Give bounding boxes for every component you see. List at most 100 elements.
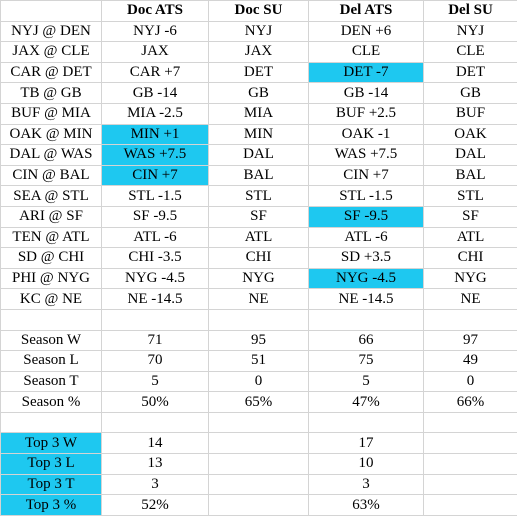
game-cell[interactable]: DAL @ WAS <box>1 145 102 166</box>
del-su-cell[interactable]: BAL <box>424 165 517 186</box>
header-cell-del-ats[interactable]: Del ATS <box>309 1 424 22</box>
top3-label-cell-highlighted[interactable]: Top 3 T <box>1 474 102 495</box>
del-ats-cell[interactable]: DEN +6 <box>309 21 424 42</box>
del-ats-cell[interactable]: NE -14.5 <box>309 289 424 310</box>
doc-ats-cell[interactable]: CAR +7 <box>102 62 209 83</box>
doc-su-cell[interactable]: NYG <box>209 268 309 289</box>
doc-ats-cell[interactable]: MIA -2.5 <box>102 103 209 124</box>
del-ats-cell[interactable]: SD +3.5 <box>309 248 424 269</box>
doc-su-cell[interactable]: NE <box>209 289 309 310</box>
del-su-cell[interactable]: NE <box>424 289 517 310</box>
del-su-cell[interactable] <box>424 454 517 475</box>
doc-ats-cell[interactable]: 14 <box>102 433 209 454</box>
doc-su-cell[interactable]: 95 <box>209 330 309 351</box>
doc-su-cell[interactable]: MIN <box>209 124 309 145</box>
header-cell-doc-ats[interactable]: Doc ATS <box>102 1 209 22</box>
game-cell[interactable]: BUF @ MIA <box>1 103 102 124</box>
doc-ats-cell[interactable]: 70 <box>102 351 209 372</box>
del-ats-cell-highlighted[interactable]: NYG -4.5 <box>309 268 424 289</box>
game-cell[interactable]: KC @ NE <box>1 289 102 310</box>
doc-su-cell[interactable]: NYJ <box>209 21 309 42</box>
game-cell[interactable]: SD @ CHI <box>1 248 102 269</box>
doc-su-cell[interactable] <box>209 474 309 495</box>
del-ats-cell[interactable]: STL -1.5 <box>309 186 424 207</box>
doc-ats-cell[interactable]: 50% <box>102 392 209 413</box>
del-su-cell[interactable]: NYJ <box>424 21 517 42</box>
empty-cell[interactable] <box>1 412 102 433</box>
del-ats-cell[interactable]: GB -14 <box>309 83 424 104</box>
top3-label-cell-highlighted[interactable]: Top 3 L <box>1 454 102 475</box>
del-su-cell[interactable]: ATL <box>424 227 517 248</box>
empty-cell[interactable] <box>209 412 309 433</box>
game-cell[interactable]: ARI @ SF <box>1 206 102 227</box>
empty-cell[interactable] <box>1 309 102 330</box>
doc-ats-cell[interactable]: CHI -3.5 <box>102 248 209 269</box>
doc-su-cell[interactable]: DET <box>209 62 309 83</box>
header-cell-del-su[interactable]: Del SU <box>424 1 517 22</box>
game-cell[interactable]: PHI @ NYG <box>1 268 102 289</box>
del-su-cell[interactable]: CLE <box>424 42 517 63</box>
header-cell-doc-su[interactable]: Doc SU <box>209 1 309 22</box>
del-ats-cell[interactable]: WAS +7.5 <box>309 145 424 166</box>
doc-su-cell[interactable]: BAL <box>209 165 309 186</box>
doc-ats-cell[interactable]: NYJ -6 <box>102 21 209 42</box>
doc-su-cell[interactable]: GB <box>209 83 309 104</box>
del-su-cell[interactable]: STL <box>424 186 517 207</box>
empty-cell[interactable] <box>209 309 309 330</box>
del-ats-cell[interactable]: ATL -6 <box>309 227 424 248</box>
game-cell[interactable]: SEA @ STL <box>1 186 102 207</box>
del-ats-cell[interactable]: 3 <box>309 474 424 495</box>
doc-su-cell[interactable]: JAX <box>209 42 309 63</box>
del-su-cell[interactable]: 97 <box>424 330 517 351</box>
doc-ats-cell[interactable]: GB -14 <box>102 83 209 104</box>
del-ats-cell-highlighted[interactable]: SF -9.5 <box>309 206 424 227</box>
game-cell[interactable]: TB @ GB <box>1 83 102 104</box>
del-ats-cell[interactable]: OAK -1 <box>309 124 424 145</box>
del-su-cell[interactable]: DAL <box>424 145 517 166</box>
doc-su-cell[interactable]: MIA <box>209 103 309 124</box>
season-label-cell[interactable]: Season T <box>1 371 102 392</box>
header-cell-game[interactable] <box>1 1 102 22</box>
doc-ats-cell[interactable]: STL -1.5 <box>102 186 209 207</box>
season-label-cell[interactable]: Season W <box>1 330 102 351</box>
empty-cell[interactable] <box>424 412 517 433</box>
doc-su-cell[interactable]: 65% <box>209 392 309 413</box>
del-ats-cell[interactable]: 75 <box>309 351 424 372</box>
del-su-cell[interactable]: GB <box>424 83 517 104</box>
del-su-cell[interactable]: DET <box>424 62 517 83</box>
del-ats-cell[interactable]: 66 <box>309 330 424 351</box>
doc-ats-cell-highlighted[interactable]: WAS +7.5 <box>102 145 209 166</box>
doc-ats-cell-highlighted[interactable]: CIN +7 <box>102 165 209 186</box>
del-su-cell[interactable]: 49 <box>424 351 517 372</box>
game-cell[interactable]: JAX @ CLE <box>1 42 102 63</box>
game-cell[interactable]: NYJ @ DEN <box>1 21 102 42</box>
top3-label-cell-highlighted[interactable]: Top 3 W <box>1 433 102 454</box>
del-ats-cell-highlighted[interactable]: DET -7 <box>309 62 424 83</box>
empty-cell[interactable] <box>309 309 424 330</box>
empty-cell[interactable] <box>424 309 517 330</box>
doc-su-cell[interactable]: DAL <box>209 145 309 166</box>
doc-ats-cell[interactable]: 71 <box>102 330 209 351</box>
doc-ats-cell[interactable]: 3 <box>102 474 209 495</box>
del-su-cell[interactable]: 66% <box>424 392 517 413</box>
game-cell[interactable]: TEN @ ATL <box>1 227 102 248</box>
del-su-cell[interactable] <box>424 433 517 454</box>
del-ats-cell[interactable]: CLE <box>309 42 424 63</box>
doc-ats-cell[interactable]: JAX <box>102 42 209 63</box>
del-su-cell[interactable]: NYG <box>424 268 517 289</box>
doc-ats-cell-highlighted[interactable]: MIN +1 <box>102 124 209 145</box>
del-su-cell[interactable]: OAK <box>424 124 517 145</box>
game-cell[interactable]: OAK @ MIN <box>1 124 102 145</box>
doc-su-cell[interactable]: 51 <box>209 351 309 372</box>
doc-ats-cell[interactable]: SF -9.5 <box>102 206 209 227</box>
del-su-cell[interactable]: CHI <box>424 248 517 269</box>
doc-su-cell[interactable] <box>209 433 309 454</box>
del-su-cell[interactable]: SF <box>424 206 517 227</box>
doc-su-cell[interactable] <box>209 454 309 475</box>
empty-cell[interactable] <box>309 412 424 433</box>
doc-su-cell[interactable]: SF <box>209 206 309 227</box>
del-ats-cell[interactable]: CIN +7 <box>309 165 424 186</box>
empty-cell[interactable] <box>102 412 209 433</box>
del-ats-cell[interactable]: BUF +2.5 <box>309 103 424 124</box>
doc-su-cell[interactable]: STL <box>209 186 309 207</box>
